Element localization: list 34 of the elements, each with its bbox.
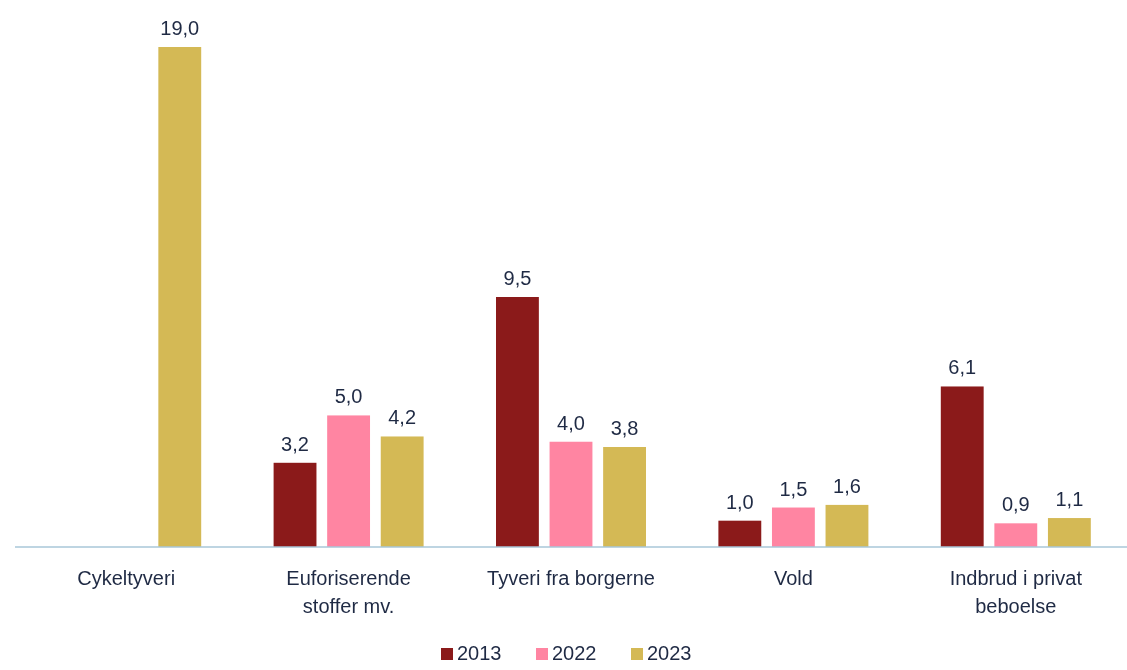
data-label: 19,0 — [160, 17, 200, 39]
data-label: 3,8 — [610, 417, 639, 439]
data-label: 1,5 — [779, 477, 808, 500]
data-label: 4,2 — [388, 406, 417, 429]
x-tick-label: Vold — [773, 567, 813, 589]
bar — [1047, 518, 1091, 547]
data-label: 1,6 — [833, 474, 861, 497]
bar — [496, 297, 539, 547]
bar — [327, 415, 371, 547]
bar — [825, 504, 869, 547]
bar — [603, 447, 646, 547]
x-tick-label: Euforiserende stoffer mv. — [286, 567, 411, 617]
x-tick-label: Tyveri fra borgerne — [487, 567, 655, 589]
data-label: 1,0 — [725, 490, 754, 513]
data-label: 5,0 — [334, 385, 363, 408]
data-label: 1,1 — [1055, 488, 1084, 511]
x-tick-label: Indbrud i privat beboelse — [949, 567, 1083, 617]
bar — [940, 386, 984, 547]
data-label: 6,1 — [948, 356, 977, 379]
data-label: 0,9 — [1001, 493, 1030, 516]
legend-label: 2013 — [457, 642, 502, 664]
bar — [771, 507, 815, 547]
bar — [549, 441, 593, 547]
legend-label: 2022 — [552, 642, 597, 664]
legend-label: 2023 — [647, 642, 692, 664]
bar — [158, 47, 202, 547]
x-tick-label: Cykeltyveri — [77, 567, 176, 589]
bar — [994, 523, 1038, 547]
bar — [273, 462, 317, 547]
bar — [380, 436, 424, 547]
data-label: 9,5 — [503, 267, 532, 289]
data-label: 3,2 — [281, 432, 309, 455]
data-label: 4,0 — [557, 411, 585, 434]
bar — [718, 520, 762, 547]
